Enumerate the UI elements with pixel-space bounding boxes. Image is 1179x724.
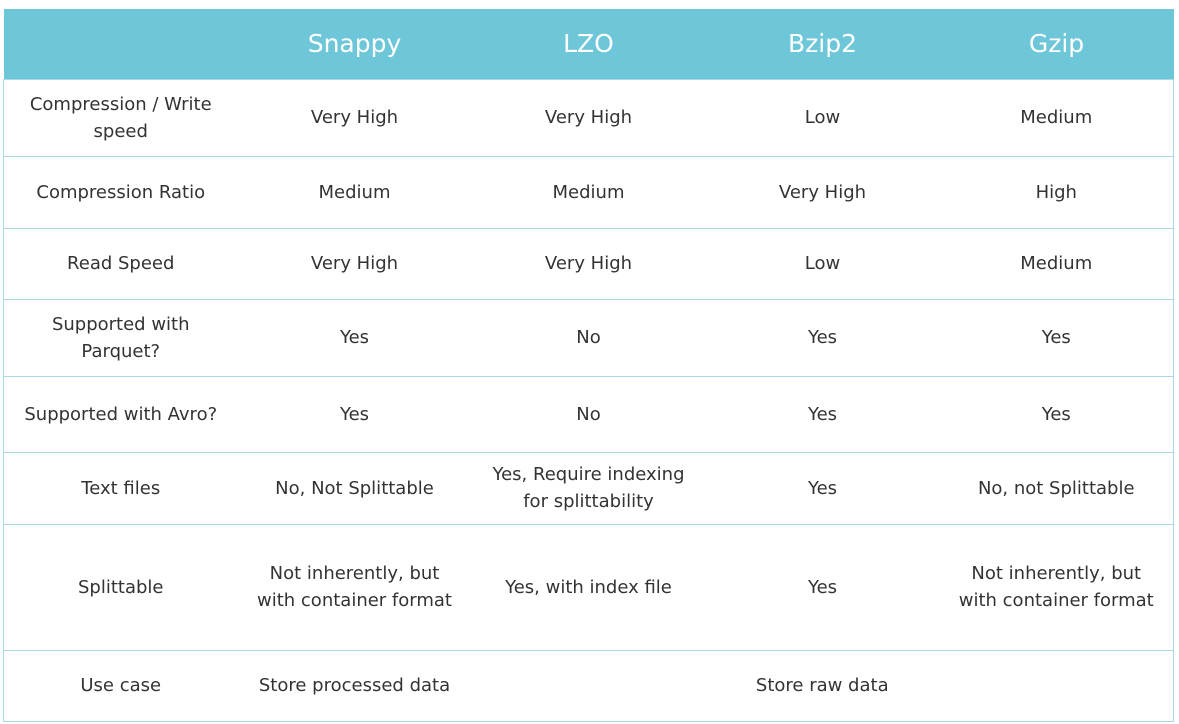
row-label: Text files	[3, 451, 238, 524]
table-cell: Yes	[705, 523, 940, 650]
table-cell: Yes	[939, 375, 1174, 452]
use-case-snappy-cell: Store processed data	[237, 649, 472, 722]
table-cell: Yes, with index file	[471, 523, 706, 650]
table-cell: No, not Splittable	[939, 451, 1174, 524]
table-cell: Very High	[471, 78, 706, 156]
table-cell: Medium	[939, 78, 1174, 156]
table-cell: No	[471, 375, 706, 452]
table-row: Supported with Parquet? Yes No Yes Yes	[3, 298, 1174, 376]
row-label: Read Speed	[3, 227, 238, 299]
table-row: Read Speed Very High Very High Low Mediu…	[3, 227, 1174, 299]
row-label: Supported with Parquet?	[3, 298, 238, 376]
table-row: Supported with Avro? Yes No Yes Yes	[3, 375, 1174, 452]
table-cell: Yes	[705, 375, 940, 452]
table-cell: Yes	[237, 298, 472, 376]
table-cell: Yes	[705, 298, 940, 376]
table-cell: Very High	[237, 227, 472, 299]
table-cell: Yes, Require indexing for splittability	[471, 451, 706, 524]
header-gzip: Gzip	[939, 9, 1174, 79]
row-label: Supported with Avro?	[3, 375, 238, 452]
table-cell: Low	[705, 227, 940, 299]
table-cell: Very High	[705, 155, 940, 228]
table-cell: Medium	[237, 155, 472, 228]
table-cell: Very High	[237, 78, 472, 156]
comparison-table-container: Snappy LZO Bzip2 Gzip Compression / Writ…	[3, 9, 1174, 722]
table-cell: Not inherently, but with container forma…	[237, 523, 472, 650]
table-cell: Medium	[471, 155, 706, 228]
table-cell: Very High	[471, 227, 706, 299]
row-label: Compression Ratio	[3, 155, 238, 228]
table-cell: Yes	[705, 451, 940, 524]
header-lzo: LZO	[471, 9, 706, 79]
use-case-row: Use case Store processed data Store raw …	[3, 649, 1174, 722]
table-cell: Low	[705, 78, 940, 156]
table-cell: High	[939, 155, 1174, 228]
table-row: Compression Ratio Medium Medium Very Hig…	[3, 155, 1174, 228]
table-cell: Yes	[237, 375, 472, 452]
row-label: Use case	[3, 649, 238, 722]
table-row: Compression / Write speed Very High Very…	[3, 78, 1174, 156]
table-cell: Yes	[939, 298, 1174, 376]
header-snappy: Snappy	[237, 9, 472, 79]
table-cell: No	[471, 298, 706, 376]
table-row: Text files No, Not Splittable Yes, Requi…	[3, 451, 1174, 524]
row-label: Splittable	[3, 523, 238, 650]
table-cell: Medium	[939, 227, 1174, 299]
use-case-raw-data-cell: Store raw data	[471, 649, 1174, 722]
compression-comparison-table: Snappy LZO Bzip2 Gzip Compression / Writ…	[3, 9, 1174, 722]
row-label: Compression / Write speed	[3, 78, 238, 156]
table-row: Splittable Not inherently, but with cont…	[3, 523, 1174, 650]
table-cell: Not inherently, but with container forma…	[939, 523, 1174, 650]
header-bzip2: Bzip2	[705, 9, 940, 79]
header-row: Snappy LZO Bzip2 Gzip	[3, 9, 1174, 79]
table-cell: No, Not Splittable	[237, 451, 472, 524]
header-corner-cell	[3, 9, 238, 79]
